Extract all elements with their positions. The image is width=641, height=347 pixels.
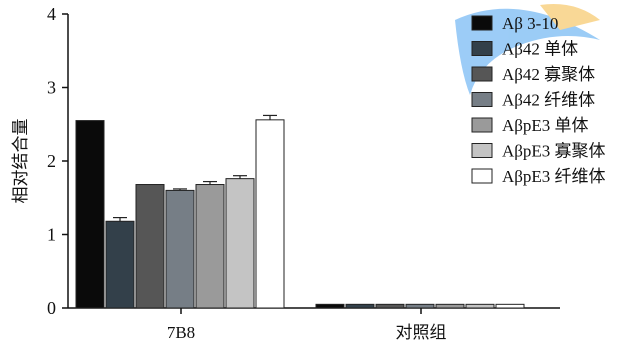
legend-label: AβpE3 单体 bbox=[502, 116, 589, 135]
bar bbox=[75, 120, 105, 309]
legend-label: AβpE3 寡聚体 bbox=[502, 142, 606, 161]
y-tick-label: 0 bbox=[47, 298, 56, 318]
y-tick-label: 4 bbox=[47, 4, 56, 24]
bar bbox=[135, 184, 165, 309]
y-ticks: 0 1 2 3 4 bbox=[47, 4, 68, 318]
legend-swatch bbox=[471, 92, 493, 107]
bar bbox=[225, 178, 255, 309]
bar bbox=[255, 119, 285, 309]
bar bbox=[315, 303, 345, 309]
bar bbox=[405, 303, 435, 309]
y-tick-label: 3 bbox=[47, 78, 56, 98]
legend-swatch bbox=[471, 117, 493, 133]
legend-label: Aβ42 纤维体 bbox=[502, 91, 595, 110]
legend-label: AβpE3 纤维体 bbox=[502, 167, 606, 186]
x-labels: 7B8 对照组 bbox=[167, 308, 447, 342]
legend-label: Aβ 3-10 bbox=[502, 14, 558, 33]
bar bbox=[345, 303, 375, 309]
legend-swatch bbox=[471, 168, 493, 184]
legend-swatch bbox=[471, 143, 493, 158]
legend-swatch bbox=[471, 15, 493, 31]
bar bbox=[195, 184, 225, 309]
bars bbox=[75, 114, 525, 309]
bar bbox=[465, 303, 495, 309]
legend-swatch bbox=[471, 66, 493, 82]
y-tick-label: 2 bbox=[47, 151, 56, 171]
legend-swatch bbox=[471, 41, 493, 56]
bar bbox=[435, 303, 465, 309]
bar bbox=[495, 303, 525, 309]
x-tick-label: 7B8 bbox=[167, 323, 195, 342]
y-tick-label: 1 bbox=[47, 225, 56, 245]
x-tick-label: 对照组 bbox=[396, 323, 447, 342]
legend-label: Aβ42 单体 bbox=[502, 40, 578, 59]
legend: Aβ 3-10 Aβ42 单体 Aβ42 寡聚体 Aβ42 纤维体 AβpE3 单体 Aβ… bbox=[471, 14, 606, 186]
bar bbox=[375, 303, 405, 309]
y-axis-title: 相对结合量 bbox=[11, 119, 31, 204]
bar bbox=[105, 220, 135, 309]
legend-label: Aβ42 寡聚体 bbox=[502, 65, 595, 84]
bar bbox=[165, 189, 195, 309]
